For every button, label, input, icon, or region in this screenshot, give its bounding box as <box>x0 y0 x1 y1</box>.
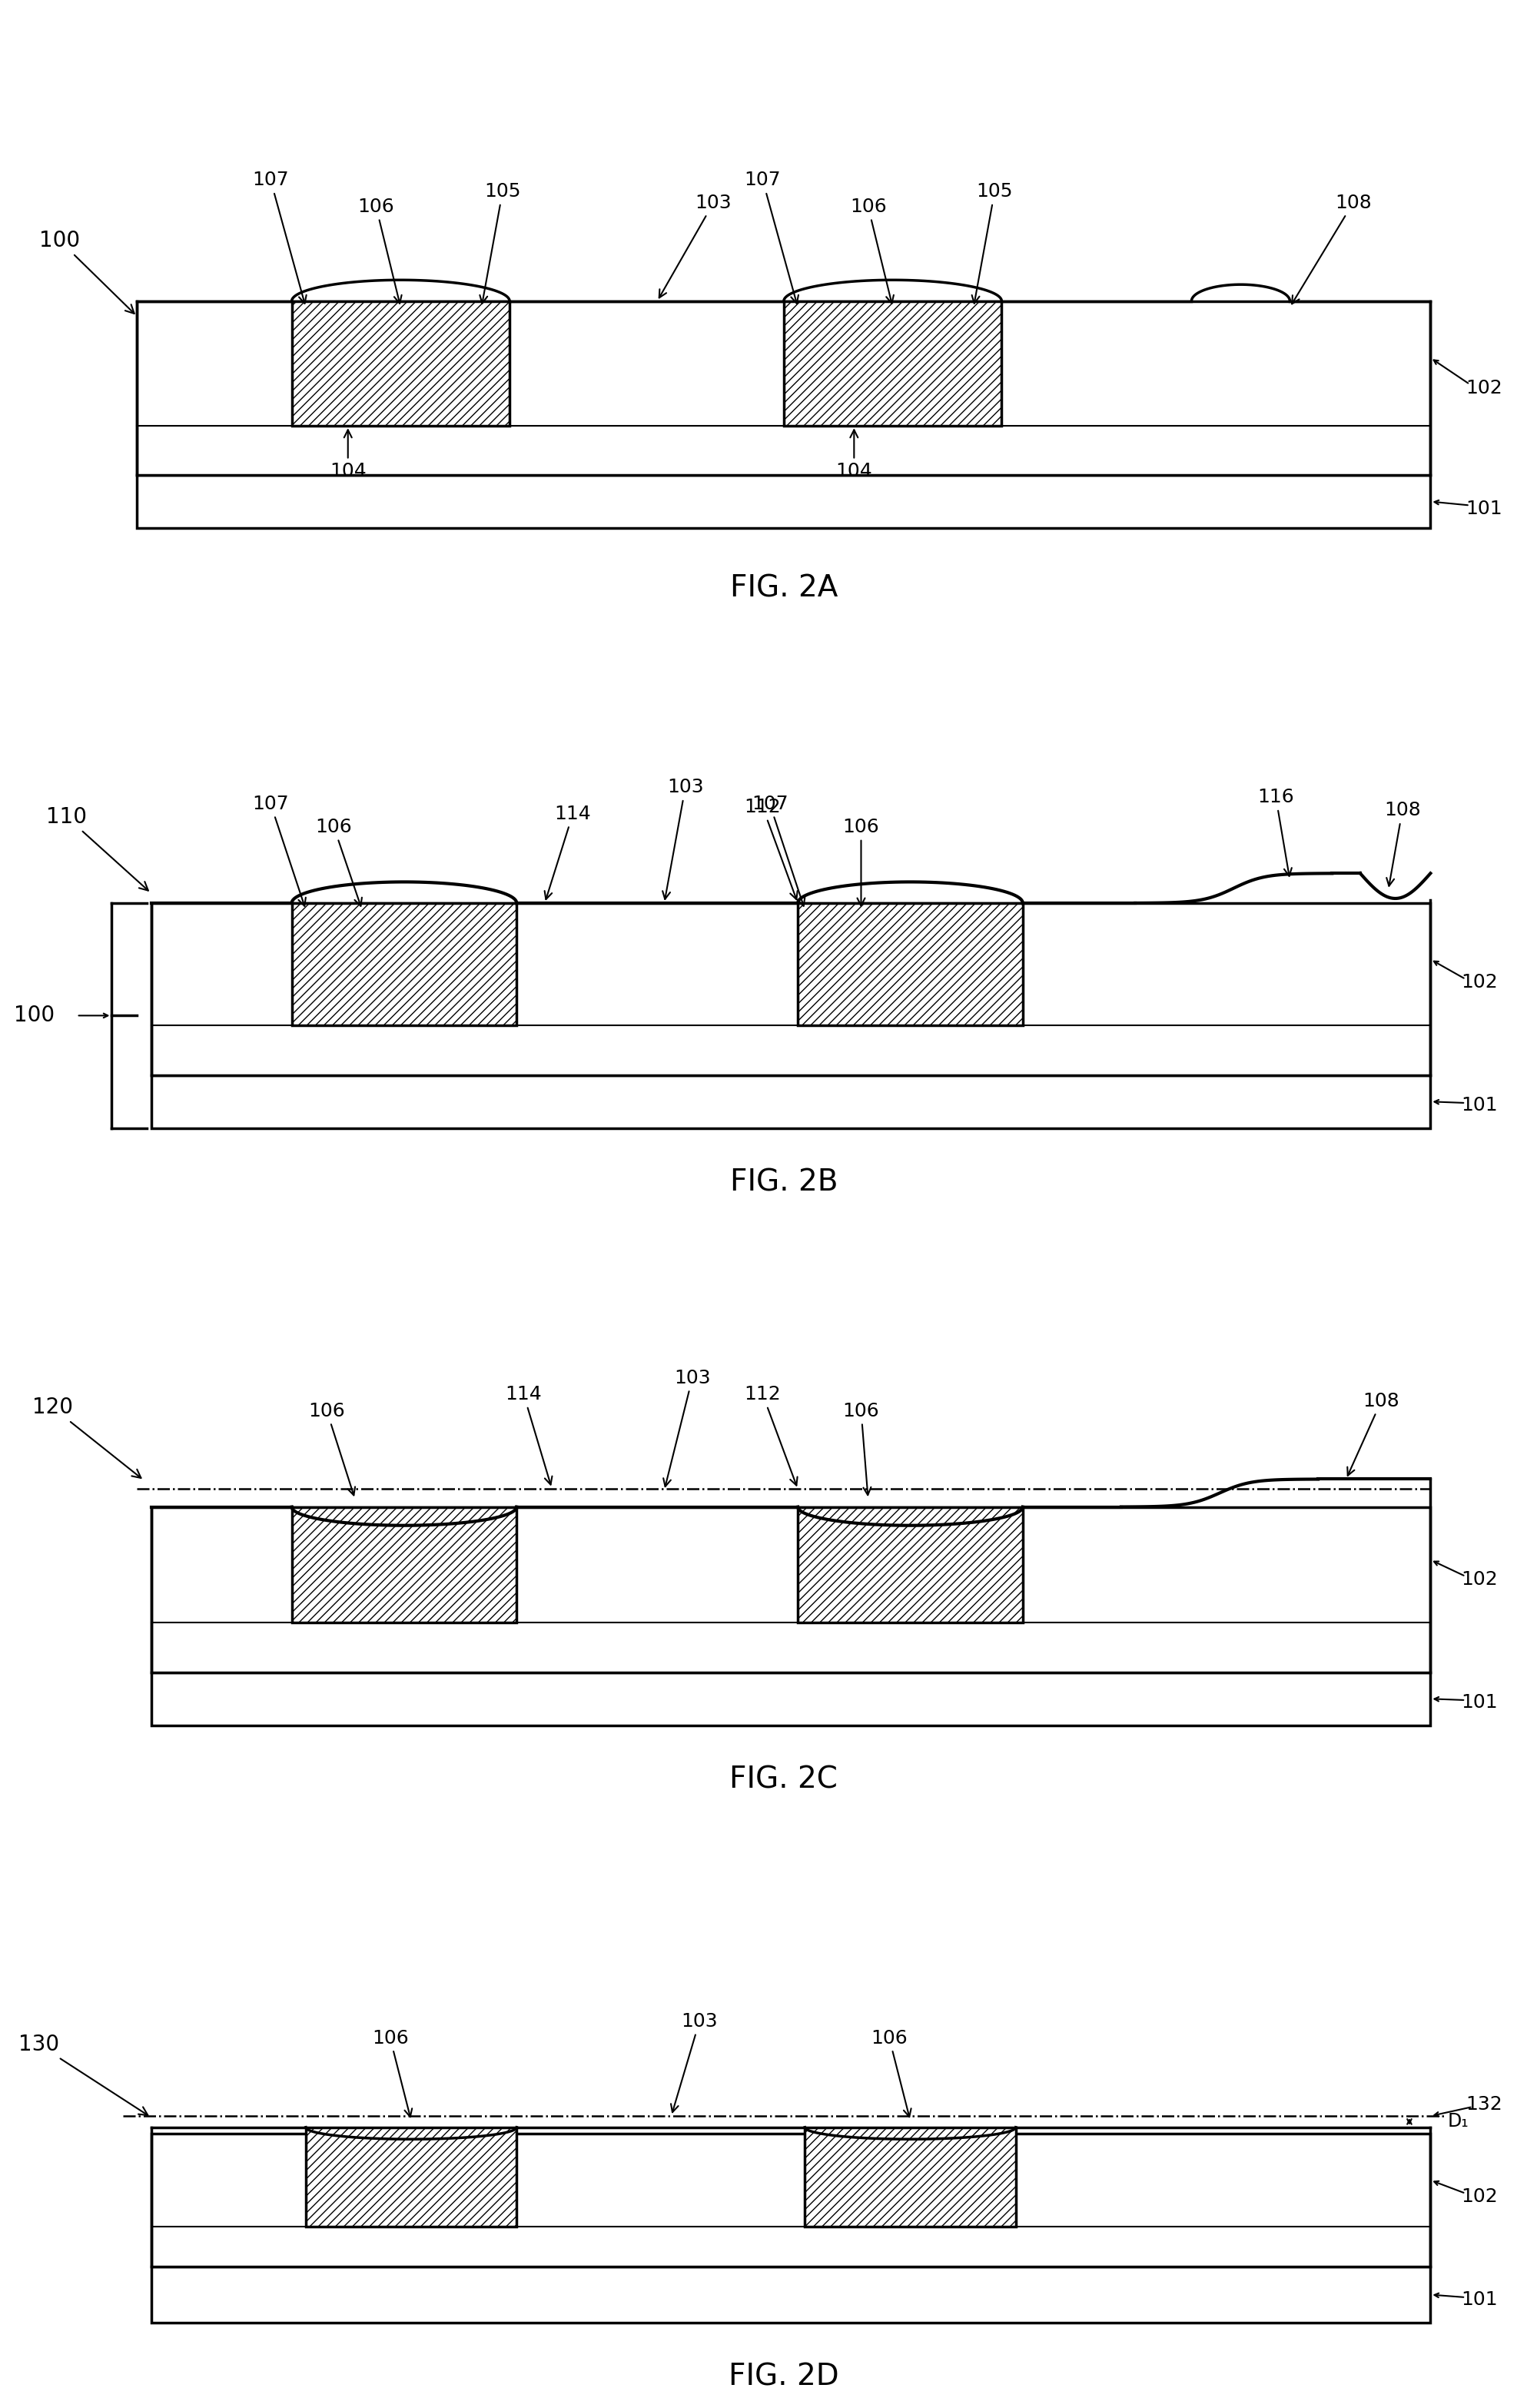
Text: 104: 104 <box>330 431 366 482</box>
Bar <box>151 1074 1431 1127</box>
Bar <box>797 903 1023 1026</box>
Bar <box>151 903 1431 1074</box>
Text: 106: 106 <box>843 819 880 905</box>
Text: 103: 103 <box>663 778 704 898</box>
Text: 103: 103 <box>663 1368 710 1486</box>
Text: 101: 101 <box>1461 1693 1498 1712</box>
Text: FIG. 2D: FIG. 2D <box>728 2362 838 2391</box>
Text: 101: 101 <box>1466 501 1503 518</box>
Text: D₁: D₁ <box>1448 2112 1469 2131</box>
Text: 106: 106 <box>843 1401 880 1495</box>
Text: 107: 107 <box>252 795 305 905</box>
Text: 108: 108 <box>1383 802 1420 886</box>
Bar <box>151 1507 1431 1671</box>
Text: 132: 132 <box>1466 2095 1503 2114</box>
Text: 105: 105 <box>971 183 1012 303</box>
Text: 103: 103 <box>660 193 731 299</box>
Text: 103: 103 <box>670 2013 718 2112</box>
Text: 110: 110 <box>46 807 148 891</box>
Text: 114: 114 <box>545 804 591 898</box>
Text: 107: 107 <box>252 171 307 303</box>
Bar <box>292 301 510 426</box>
Bar <box>151 1671 1431 1724</box>
Text: 120: 120 <box>32 1397 140 1479</box>
Text: 100: 100 <box>40 229 134 313</box>
Text: 116: 116 <box>1257 787 1295 877</box>
Bar <box>151 2266 1431 2321</box>
Text: 101: 101 <box>1461 1096 1498 1115</box>
Bar <box>305 2126 516 2227</box>
Bar <box>805 2126 1015 2227</box>
Text: 106: 106 <box>870 2028 912 2117</box>
Text: 102: 102 <box>1461 973 1498 992</box>
Bar <box>797 1507 1023 1623</box>
Text: 102: 102 <box>1461 2186 1498 2206</box>
Text: 107: 107 <box>751 795 805 905</box>
Text: 130: 130 <box>18 2035 148 2114</box>
Text: 100: 100 <box>14 1004 55 1026</box>
Text: FIG. 2A: FIG. 2A <box>730 573 838 602</box>
Bar <box>292 1507 516 1623</box>
Bar <box>292 903 516 1026</box>
Text: FIG. 2B: FIG. 2B <box>730 1168 838 1197</box>
Text: 102: 102 <box>1461 1570 1498 1589</box>
Text: 108: 108 <box>1347 1392 1400 1476</box>
Text: 104: 104 <box>835 431 872 482</box>
Text: FIG. 2C: FIG. 2C <box>730 1765 838 1794</box>
Text: 107: 107 <box>744 171 799 303</box>
Bar <box>151 2133 1431 2266</box>
Text: 108: 108 <box>1292 193 1371 303</box>
Bar <box>137 474 1431 527</box>
Text: 112: 112 <box>744 1385 797 1486</box>
Text: 106: 106 <box>316 819 362 905</box>
Bar <box>137 301 1431 474</box>
Text: 105: 105 <box>479 183 521 303</box>
Text: 112: 112 <box>744 797 797 901</box>
Bar <box>783 301 1002 426</box>
Text: 102: 102 <box>1466 378 1503 397</box>
Text: 106: 106 <box>357 197 402 303</box>
Text: 106: 106 <box>308 1401 356 1495</box>
Text: 101: 101 <box>1461 2290 1498 2309</box>
Text: 114: 114 <box>505 1385 553 1486</box>
Text: 106: 106 <box>371 2028 412 2117</box>
Text: 106: 106 <box>849 197 893 303</box>
